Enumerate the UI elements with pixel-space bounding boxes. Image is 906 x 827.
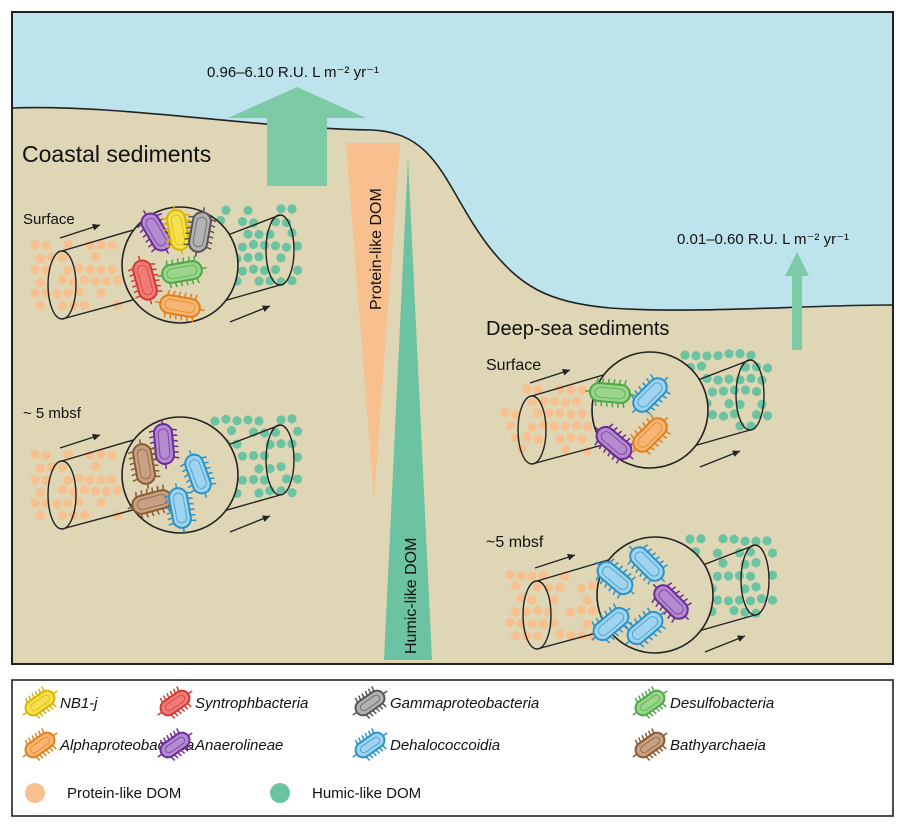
protein-gradient-wedge xyxy=(346,143,400,500)
deep-surface-cell-4 xyxy=(630,414,671,455)
legend-item-anaerolineae: Anaerolineae xyxy=(157,728,283,761)
deep-deep-community xyxy=(505,534,778,654)
coastal-deep-cell-2 xyxy=(127,439,161,489)
legend-label: Syntrophbacteria xyxy=(195,695,308,712)
legend-item-desulfobacteria: Desulfobacteria xyxy=(632,686,774,719)
deep-surface-label: Surface xyxy=(486,357,541,374)
coastal-flux-arrow xyxy=(228,87,366,186)
legend-label: Protein-like DOM xyxy=(67,785,181,802)
legend-swatch-nb1-j xyxy=(22,686,58,719)
deep-deep-cell-3 xyxy=(651,582,692,623)
deep-surface-community xyxy=(500,349,773,469)
coastal-surface-community xyxy=(30,204,303,324)
legend-item-humic-dom: Humic-like DOM xyxy=(270,783,421,803)
legend-swatch-dehalococcoidia xyxy=(352,728,388,761)
legend-swatch-alphaproteobacteria xyxy=(22,728,58,761)
legend-swatch-gammaproteobacteria xyxy=(352,686,388,719)
deep-flux-arrow xyxy=(785,252,809,350)
coastal-deep-outflow-arrow xyxy=(229,515,271,533)
deep-surface-cell-1 xyxy=(585,377,635,409)
coastal-surface-cell-4 xyxy=(157,255,207,289)
coastal-deep-label: ~ 5 mbsf xyxy=(23,405,82,422)
humic-gradient-label: Humic-like DOM xyxy=(403,538,420,654)
humic-gradient-wedge xyxy=(384,158,432,660)
deep-deep-outflow-arrow xyxy=(704,635,746,653)
diagram-frame xyxy=(11,11,894,665)
coastal-deep-community xyxy=(30,414,303,534)
legend-label: Humic-like DOM xyxy=(312,785,421,802)
coastal-deep-cell-1 xyxy=(148,419,180,469)
legend: NB1-j Syntrophbacteria Gammaproteobacteria… xyxy=(22,686,774,803)
coastal-surface-cell-5 xyxy=(127,255,163,305)
coastal-surface-label: Surface xyxy=(23,211,75,228)
deep-surface-inflow-cylinder xyxy=(517,372,611,465)
coastal-deep-cell-5 xyxy=(163,483,197,533)
legend-box xyxy=(11,679,894,817)
deep-deep-inflow-arrow xyxy=(534,553,576,569)
community-panels xyxy=(30,204,778,654)
coastal-surface-outflow-arrow xyxy=(229,305,271,323)
deep-surface-humic-dom-dots xyxy=(680,349,773,432)
legend-label: Anaerolineae xyxy=(194,737,283,754)
legend-item-dehalococcoidia: Dehalococcoidia xyxy=(352,728,500,761)
coastal-deep-protein-dom-dots xyxy=(30,449,123,521)
coastal-deep-inflow-cylinder xyxy=(47,437,141,530)
legend-item-gammaproteobacteria: Gammaproteobacteria xyxy=(352,686,539,719)
legend-swatch-bathyarchaeia xyxy=(632,728,668,761)
legend-item-bathyarchaeia: Bathyarchaeia xyxy=(632,728,766,761)
deep-deep-cell-4 xyxy=(591,603,632,644)
legend-label: NB1-j xyxy=(60,695,98,712)
legend-label: Bathyarchaeia xyxy=(670,737,766,754)
coastal-surface-inflow-arrow xyxy=(59,223,101,239)
coastal-deep-inflow-arrow xyxy=(59,433,101,449)
deep-surface-protein-dom-dots xyxy=(500,384,593,456)
legend-item-protein-dom: Protein-like DOM xyxy=(25,783,181,803)
deep-surface-cell-2 xyxy=(630,374,671,415)
deep-flux-label: 0.01–0.60 R.U. L m⁻² yr⁻¹ xyxy=(677,231,849,248)
legend-label: Desulfobacteria xyxy=(670,695,774,712)
coastal-flux-label: 0.96–6.10 R.U. L m⁻² yr⁻¹ xyxy=(207,64,379,81)
protein-gradient-label: Protein-like DOM xyxy=(368,188,385,310)
coastal-surface-cell-3 xyxy=(183,207,217,257)
deep-region-title: Deep-sea sediments xyxy=(486,318,669,340)
coastal-surface-cell-2 xyxy=(161,205,195,255)
coastal-surface-inflow-cylinder xyxy=(47,227,141,320)
deep-surface-outflow-arrow xyxy=(699,450,741,468)
deep-surface-inflow-arrow xyxy=(529,368,571,384)
coastal-region-title: Coastal sediments xyxy=(22,141,211,167)
deep-deep-label: ~5 mbsf xyxy=(486,534,544,551)
deep-deep-cell-5 xyxy=(625,607,666,648)
coastal-surface-cell-6 xyxy=(155,289,205,323)
coastal-surface-protein-dom-dots xyxy=(30,239,123,311)
legend-swatch-anaerolineae xyxy=(157,728,193,761)
deep-deep-cell-1 xyxy=(595,558,636,599)
legend-swatch-desulfobacteria xyxy=(632,686,668,719)
legend-label: Gammaproteobacteria xyxy=(390,695,539,712)
legend-label: Dehalococcoidia xyxy=(390,737,500,754)
legend-swatch-syntrophbacteria xyxy=(157,686,193,719)
legend-item-syntrophbacteria: Syntrophbacteria xyxy=(157,686,308,719)
legend-item-nb1-j: NB1-j xyxy=(22,686,98,719)
deep-surface-cell-3 xyxy=(594,423,635,464)
